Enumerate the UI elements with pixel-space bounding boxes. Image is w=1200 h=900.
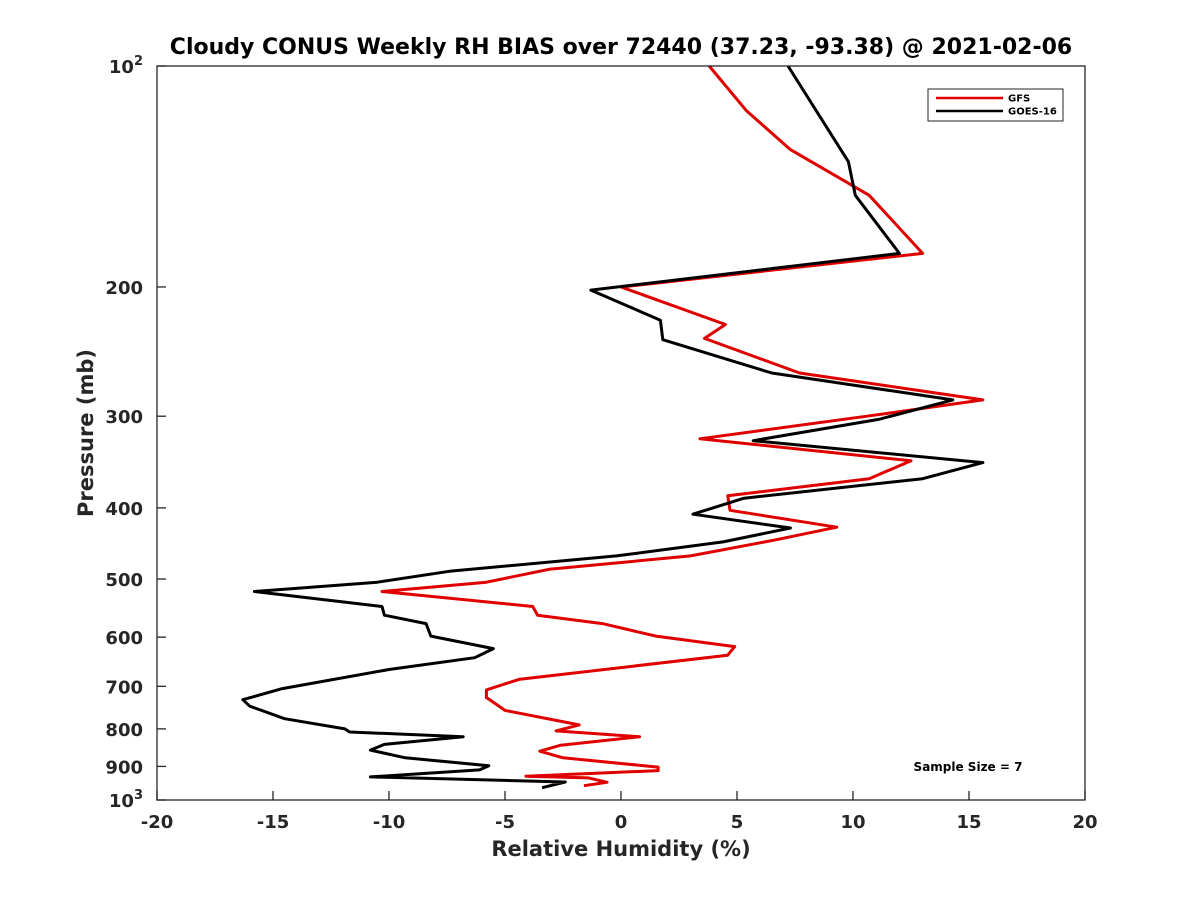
legend: GFS GOES-16 <box>927 88 1064 122</box>
plot-axes-frame <box>156 65 1086 801</box>
y-tick-label: 400 <box>105 499 143 520</box>
y-tick-label: 200 <box>105 278 143 299</box>
x-axis-ticks: -20 -15 -10 -5 0 5 10 15 20 <box>141 791 1098 833</box>
y-tick-label: 900 <box>105 757 143 778</box>
y-tick-label: 800 <box>105 720 143 741</box>
x-tick-label: 5 <box>731 812 744 833</box>
series-line-goes-16 <box>241 65 985 790</box>
legend-label-gfs: GFS <box>1008 94 1030 105</box>
y-tick-label: 300 <box>105 407 143 428</box>
y-tick-label: 500 <box>105 570 143 591</box>
x-tick-label: -10 <box>373 812 406 833</box>
x-tick-label: -20 <box>141 812 174 833</box>
y-axis-label: Pressure (mb) <box>74 349 98 517</box>
y-tick-label: 600 <box>105 628 143 649</box>
y-tick-label: 102 <box>109 54 143 78</box>
x-axis-label: Relative Humidity (%) <box>491 837 750 861</box>
y-axis-ticks: 102 200 300 400 500 600 700 800 900 103 <box>105 54 166 812</box>
y-tick-label: 103 <box>109 788 143 812</box>
x-tick-label: 20 <box>1072 812 1097 833</box>
series-lines <box>241 65 985 790</box>
sample-size-annotation: Sample Size = 7 <box>914 760 1023 774</box>
x-tick-label: 15 <box>956 812 981 833</box>
series-line-gfs <box>380 65 985 788</box>
y-tick-label: 700 <box>105 677 143 698</box>
x-tick-label: 10 <box>840 812 865 833</box>
x-tick-label: -15 <box>257 812 290 833</box>
x-tick-label: -5 <box>495 812 515 833</box>
legend-box <box>927 88 1064 122</box>
chart-title: Cloudy CONUS Weekly RH BIAS over 72440 (… <box>170 35 1072 60</box>
x-tick-label: 0 <box>615 812 628 833</box>
legend-label-goes-16: GOES-16 <box>1008 107 1057 118</box>
